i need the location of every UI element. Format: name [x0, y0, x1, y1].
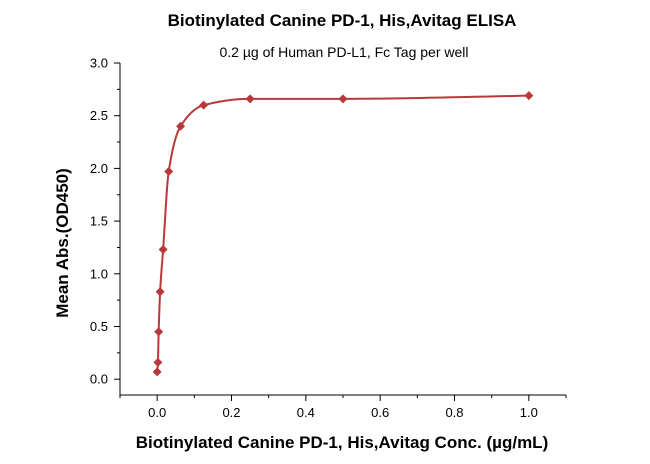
x-tick-label: 0.6 [371, 405, 389, 420]
x-tick-label: 0.4 [297, 405, 315, 420]
x-tick-label: 0.8 [445, 405, 463, 420]
data-point [154, 327, 164, 337]
chart-subtitle: 0.2 µg of Human PD-L1, Fc Tag per well [219, 44, 468, 60]
y-tick-label: 1.0 [90, 266, 108, 281]
data-point [153, 357, 163, 367]
data-point [164, 167, 174, 177]
y-tick-label: 0.0 [90, 372, 108, 387]
data-point [152, 367, 162, 377]
chart-title: Biotinylated Canine PD-1, His,Avitag ELI… [168, 11, 517, 30]
x-ticks: 0.0 0.2 0.4 0.6 0.8 1.0 [119, 395, 567, 420]
data-point [176, 121, 186, 131]
x-tick-label: 0.0 [148, 405, 166, 420]
y-tick-label: 1.5 [90, 214, 108, 229]
y-ticks: 0.0 0.5 1.0 1.5 2.0 2.5 3.0 [90, 56, 120, 387]
data-point [524, 91, 534, 101]
x-tick-label: 0.2 [222, 405, 240, 420]
x-axis-title: Biotinylated Canine PD-1, His,Avitag Con… [136, 433, 548, 452]
y-tick-label: 3.0 [90, 56, 108, 71]
data-point [155, 287, 165, 297]
y-tick-label: 2.5 [90, 108, 108, 123]
fit-curve [156, 94, 529, 372]
data-point [245, 94, 255, 104]
y-tick-label: 0.5 [90, 319, 108, 334]
x-tick-label: 1.0 [520, 405, 538, 420]
y-tick-label: 2.0 [90, 161, 108, 176]
y-axis-title: Mean Abs.(OD450) [53, 168, 72, 318]
data-point [158, 245, 168, 255]
data-point [338, 94, 348, 104]
data-point [199, 100, 209, 110]
data-points [152, 91, 534, 377]
